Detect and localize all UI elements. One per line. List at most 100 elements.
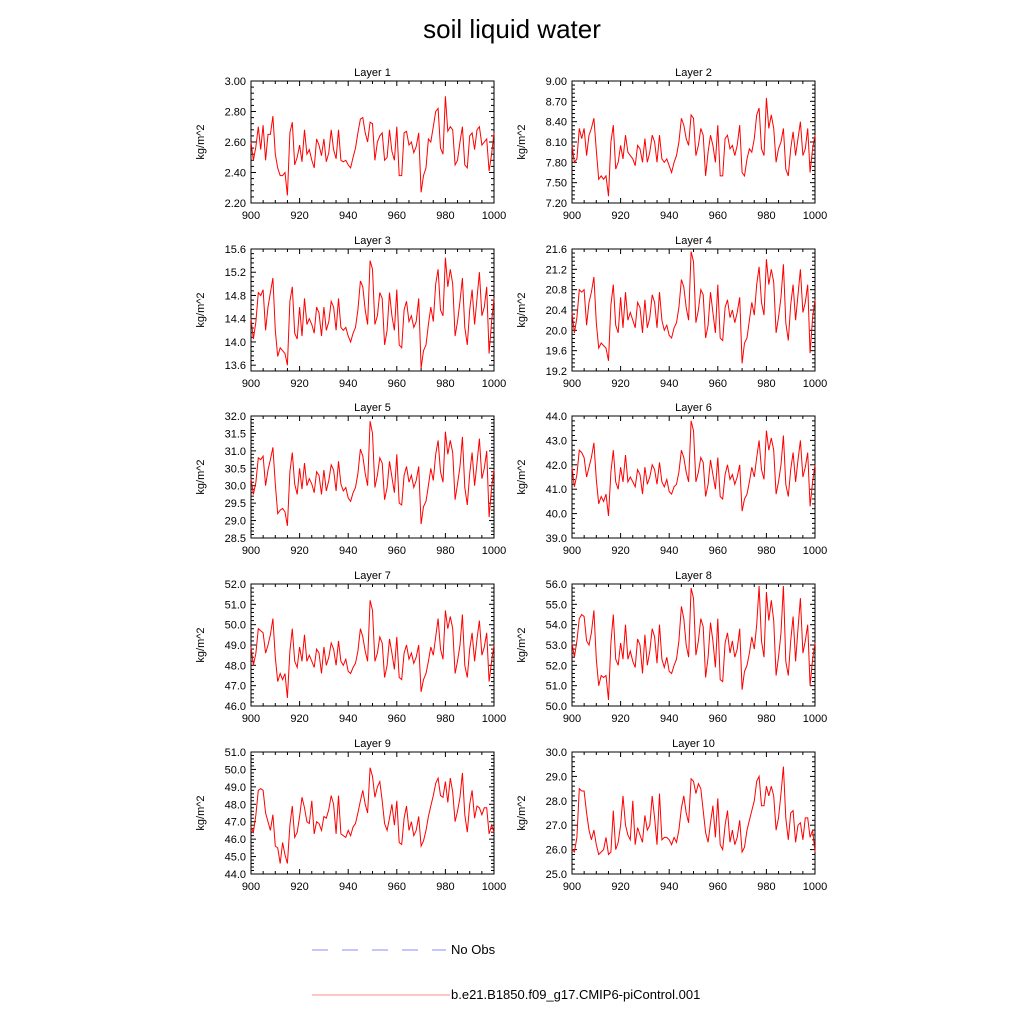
y-tick-label: 50.0 — [225, 764, 246, 776]
x-tick-label: 900 — [242, 713, 260, 725]
y-tick-label: 20.8 — [546, 285, 567, 297]
x-tick-label: 960 — [388, 713, 406, 725]
y-axis-label: kg/m^2 — [195, 459, 207, 494]
y-tick-label: 3.00 — [225, 76, 246, 88]
y-axis-label: kg/m^2 — [195, 627, 207, 662]
y-tick-label: 51.0 — [225, 747, 246, 759]
y-axis-label: kg/m^2 — [516, 459, 528, 494]
y-tick-label: 44.0 — [225, 869, 246, 881]
panel-title: Layer 5 — [354, 402, 391, 414]
panel-title: Layer 1 — [354, 67, 391, 79]
y-tick-label: 19.6 — [546, 346, 567, 358]
y-tick-label: 15.2 — [225, 267, 246, 279]
y-tick-label: 51.0 — [546, 681, 567, 693]
y-tick-label: 46.0 — [225, 701, 246, 713]
y-tick-label: 54.0 — [546, 620, 567, 632]
x-tick-label: 920 — [290, 210, 308, 222]
x-tick-label: 1000 — [803, 210, 827, 222]
x-tick-label: 900 — [242, 881, 260, 893]
y-tick-label: 29.5 — [225, 498, 246, 510]
x-tick-label: 940 — [660, 881, 678, 893]
y-tick-label: 14.0 — [225, 337, 246, 349]
series-line — [250, 421, 495, 526]
x-tick-label: 920 — [290, 881, 308, 893]
y-tick-label: 14.4 — [225, 314, 246, 326]
y-tick-label: 47.0 — [225, 817, 246, 829]
series-line — [571, 766, 816, 856]
panel-title: Layer 3 — [354, 235, 391, 247]
y-tick-label: 45.0 — [225, 852, 246, 864]
y-tick-label: 28.0 — [546, 796, 567, 808]
series-line — [250, 600, 495, 698]
y-tick-label: 43.0 — [546, 435, 567, 447]
x-tick-label: 940 — [660, 378, 678, 390]
y-tick-label: 8.70 — [546, 96, 567, 108]
series-line — [571, 420, 816, 517]
legend-obs-line — [312, 949, 446, 951]
y-tick-label: 47.0 — [225, 681, 246, 693]
y-tick-label: 55.0 — [546, 599, 567, 611]
series-line — [571, 251, 816, 364]
y-tick-label: 50.0 — [225, 620, 246, 632]
y-tick-label: 52.0 — [225, 579, 246, 591]
x-tick-label: 900 — [242, 545, 260, 557]
panel-layer-10: Layer 10 kg/m^2 25.0 26.0 27.0 28.0 29.0 30.0 90… — [516, 738, 827, 893]
x-tick-label: 1000 — [482, 210, 506, 222]
x-tick-label: 960 — [709, 713, 727, 725]
x-tick-label: 940 — [339, 545, 357, 557]
x-tick-label: 940 — [339, 713, 357, 725]
y-tick-label: 46.0 — [225, 834, 246, 846]
x-tick-label: 940 — [339, 378, 357, 390]
panel-layer-9: Layer 9 kg/m^2 44.0 45.0 46.0 47.0 48.0 49.0 50.… — [195, 738, 506, 893]
y-tick-label: 51.0 — [225, 599, 246, 611]
panel-layer-5: Layer 5 kg/m^2 28.5 29.0 29.5 30.0 30.5 31.0 31.… — [195, 402, 506, 557]
y-tick-label: 26.0 — [546, 845, 567, 857]
y-axis-label: kg/m^2 — [516, 292, 528, 327]
panel-layer-1: Layer 1 kg/m^2 2.20 2.40 2.60 2.80 3.00 900 920 9… — [195, 67, 506, 222]
y-tick-label: 8.10 — [546, 137, 567, 149]
y-tick-label: 53.0 — [546, 640, 567, 652]
panel-title: Layer 8 — [675, 570, 712, 582]
y-tick-label: 21.6 — [546, 244, 567, 256]
y-tick-label: 44.0 — [546, 411, 567, 423]
y-tick-label: 13.6 — [225, 360, 246, 372]
x-tick-label: 1000 — [482, 881, 506, 893]
y-tick-label: 41.0 — [546, 484, 567, 496]
x-tick-label: 980 — [757, 881, 775, 893]
y-tick-label: 39.0 — [546, 533, 567, 545]
x-tick-label: 980 — [757, 210, 775, 222]
x-tick-label: 1000 — [482, 545, 506, 557]
y-tick-label: 7.50 — [546, 178, 567, 190]
x-tick-label: 900 — [563, 378, 581, 390]
x-tick-label: 920 — [611, 545, 629, 557]
x-tick-label: 920 — [290, 378, 308, 390]
y-tick-label: 2.80 — [225, 107, 246, 119]
y-tick-label: 7.20 — [546, 198, 567, 210]
panel-layer-4: Layer 4 kg/m^2 19.2 19.6 20.0 20.4 20.8 21.2 21.… — [516, 235, 827, 390]
x-tick-label: 980 — [436, 545, 454, 557]
x-tick-label: 940 — [660, 545, 678, 557]
x-tick-label: 920 — [611, 713, 629, 725]
y-tick-label: 31.5 — [225, 428, 246, 440]
x-tick-label: 940 — [339, 881, 357, 893]
x-tick-label: 980 — [436, 881, 454, 893]
x-tick-label: 980 — [757, 545, 775, 557]
y-tick-label: 7.80 — [546, 157, 567, 169]
y-axis-label: kg/m^2 — [516, 627, 528, 662]
x-tick-label: 920 — [290, 545, 308, 557]
x-tick-label: 1000 — [803, 378, 827, 390]
legend-model-line — [312, 994, 450, 996]
x-tick-label: 1000 — [803, 713, 827, 725]
y-tick-label: 8.40 — [546, 117, 567, 129]
x-tick-label: 960 — [709, 545, 727, 557]
y-tick-label: 31.0 — [225, 446, 246, 458]
y-tick-label: 19.2 — [546, 366, 567, 378]
y-tick-label: 48.0 — [225, 660, 246, 672]
x-tick-label: 960 — [709, 378, 727, 390]
y-tick-label: 40.0 — [546, 509, 567, 521]
x-tick-label: 960 — [388, 881, 406, 893]
legend-model-label: b.e21.B1850.f09_g17.CMIP6-piControl.001 — [451, 987, 701, 1002]
y-tick-label: 2.40 — [225, 168, 246, 180]
y-axis-label: kg/m^2 — [516, 795, 528, 830]
y-axis-label: kg/m^2 — [195, 124, 207, 159]
